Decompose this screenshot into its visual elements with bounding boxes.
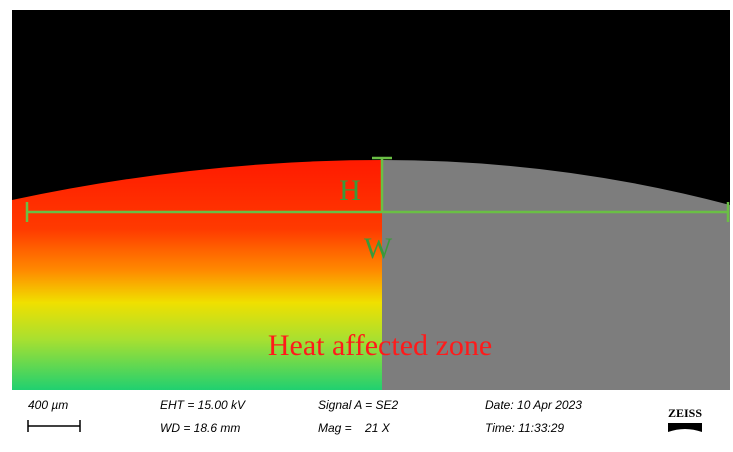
width-label: W: [364, 232, 393, 265]
mag: Mag = 21 X: [318, 421, 391, 435]
height-label: H: [339, 174, 361, 207]
dimension-lines: [25, 156, 730, 222]
logo-base: [668, 423, 702, 432]
info-bar: 400 µm EHT = 15.00 kV WD = 18.6 mm Signa…: [27, 398, 702, 435]
scale-bar: [27, 420, 81, 432]
wd: WD = 18.6 mm: [160, 421, 240, 435]
logo: ZEISS: [668, 406, 702, 420]
eht: EHT = 15.00 kV: [160, 398, 246, 412]
zone-label: Heat affected zone: [268, 329, 492, 362]
sample-surface: [382, 160, 730, 390]
time: Time: 11:33:29: [485, 421, 564, 435]
signal: Signal A = SE2: [318, 398, 398, 412]
heat-map: [12, 160, 382, 390]
scale-text: 400 µm: [28, 398, 68, 412]
date: Date: 10 Apr 2023: [485, 398, 582, 412]
